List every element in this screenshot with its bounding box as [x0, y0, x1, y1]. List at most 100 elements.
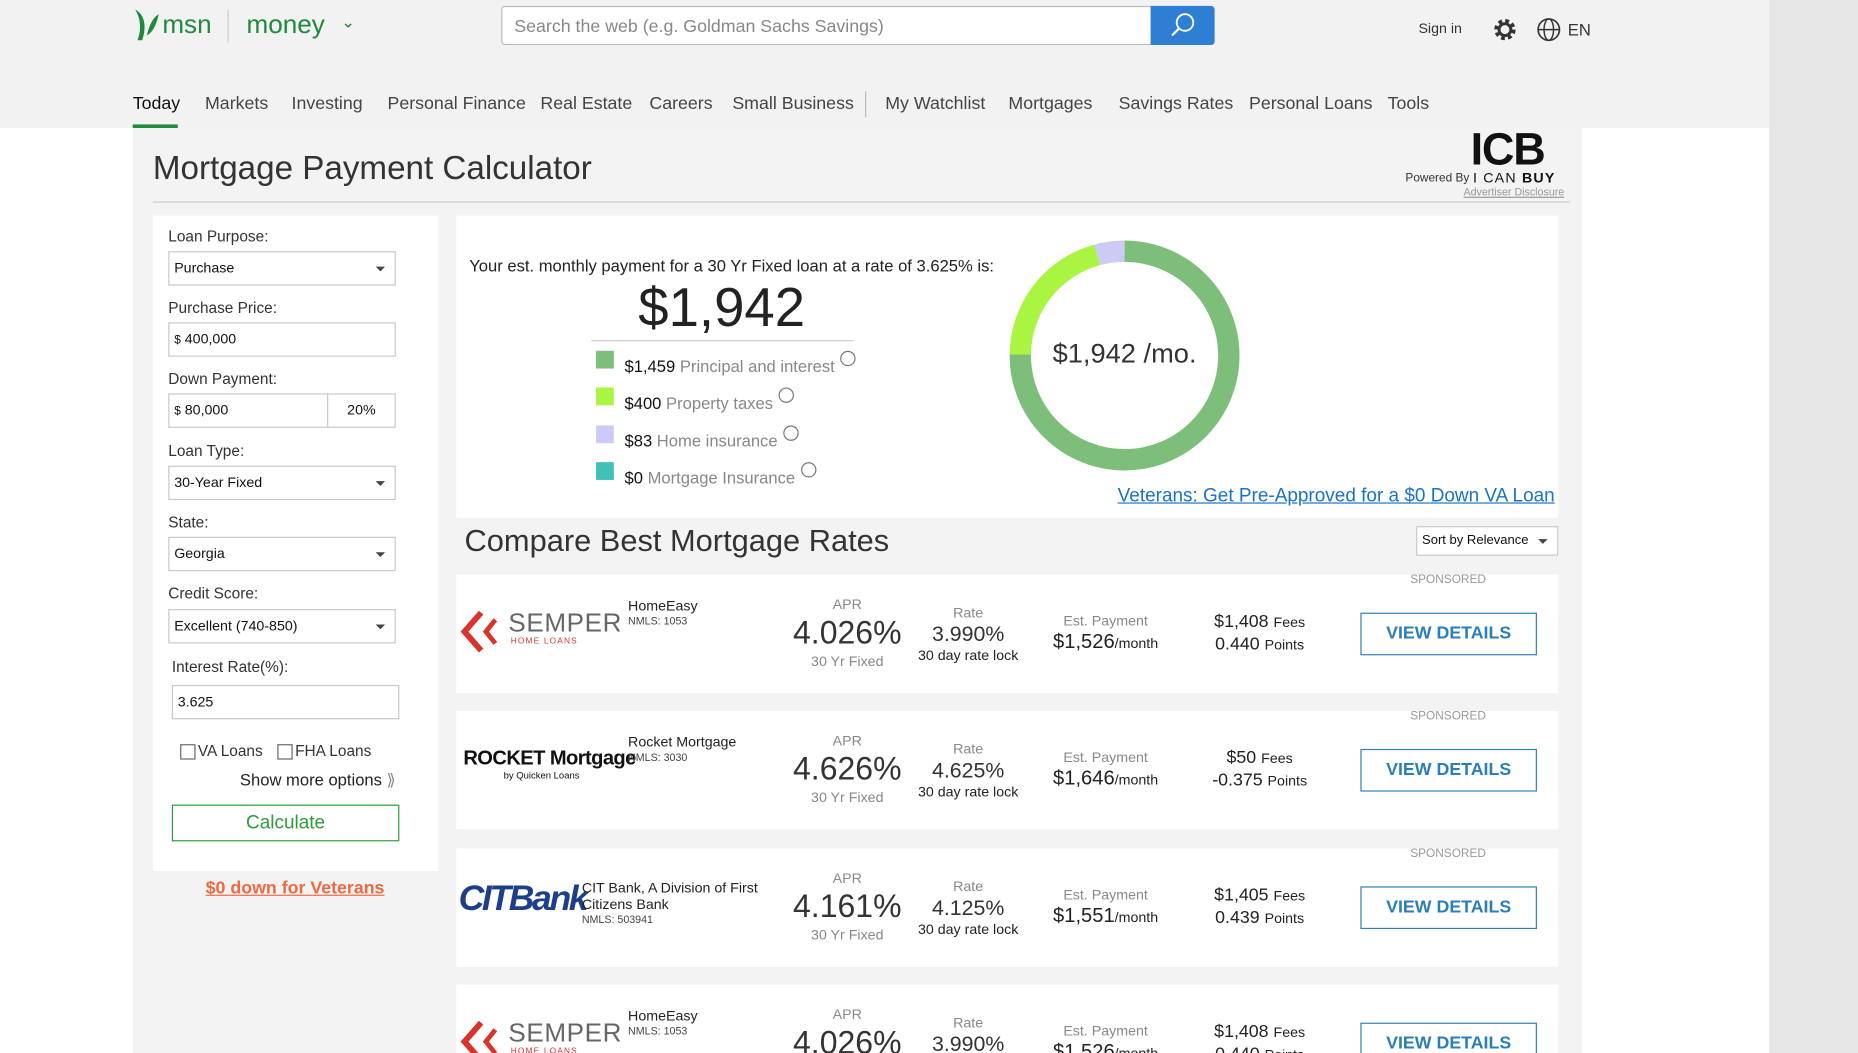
- search-box[interactable]: Search the web (e.g. Goldman Sachs Savin…: [501, 5, 1152, 46]
- lender: HomeEasy NMLS: 1053: [628, 597, 782, 627]
- rate: 3.990%: [931, 1032, 1005, 1053]
- advertiser-disclosure[interactable]: Advertiser Disclosure: [1463, 186, 1565, 198]
- lender-logo: CITBank: [458, 879, 589, 919]
- payment: $1,646/month: [1023, 767, 1189, 791]
- input[interactable]: 20%: [327, 393, 396, 428]
- veterans-link[interactable]: $0 down for Veterans: [205, 878, 385, 899]
- sign-in[interactable]: Sign in: [1418, 20, 1462, 37]
- fees-label: Fees: [1273, 613, 1306, 631]
- fees: $1,408 Fees: [1177, 1021, 1343, 1041]
- fees: $1,408 Fees: [1177, 611, 1343, 631]
- sort-select[interactable]: Sort by Relevance: [1416, 526, 1559, 556]
- nav-item[interactable]: Savings Rates: [1118, 93, 1234, 114]
- fees-value: $1,408: [1214, 1021, 1269, 1042]
- lender-logo: SEMPER: [508, 1017, 623, 1048]
- show-more[interactable]: Show more options ⟫: [159, 770, 396, 790]
- nav-item[interactable]: Careers: [649, 93, 713, 114]
- apr-label: APR: [832, 732, 862, 749]
- select[interactable]: Purchase: [168, 251, 396, 286]
- points-value: 0.439: [1215, 907, 1260, 928]
- section[interactable]: money: [246, 9, 325, 40]
- select[interactable]: Excellent (740-850): [168, 609, 396, 644]
- title-rule: [152, 201, 1571, 203]
- points: 0.440 Points: [1177, 1044, 1343, 1053]
- per-month: /month: [1114, 635, 1159, 652]
- nav-item[interactable]: Personal Loans: [1248, 93, 1373, 114]
- logo-mark: [460, 1020, 498, 1053]
- view-details[interactable]: VIEW DETAILS: [1360, 1022, 1537, 1053]
- va-link[interactable]: Veterans: Get Pre-Approved for a $0 Down…: [1117, 485, 1555, 506]
- calculate-button[interactable]: Calculate: [171, 804, 400, 842]
- nav-item[interactable]: My Watchlist: [885, 93, 986, 114]
- nav-item[interactable]: Today: [132, 93, 181, 114]
- info-icon[interactable]: [783, 424, 799, 441]
- rate: 4.625%: [931, 758, 1005, 783]
- show-more-text: Show more options: [239, 770, 382, 790]
- lender-name: HomeEasy: [628, 1007, 698, 1024]
- term: 30 Yr Fixed: [811, 652, 884, 670]
- search-button[interactable]: [1150, 5, 1215, 46]
- settings-icon[interactable]: [1492, 17, 1518, 43]
- select-value: Purchase: [174, 259, 235, 277]
- select[interactable]: 30-Year Fixed: [168, 465, 396, 501]
- fees: $1,405 Fees: [1177, 885, 1343, 905]
- monthly-payment: $1,942: [638, 276, 806, 338]
- lender-name: HomeEasy: [628, 597, 698, 614]
- input[interactable]: $ 400,000: [168, 322, 396, 357]
- view-details[interactable]: VIEW DETAILS: [1360, 612, 1537, 656]
- nmls: NMLS: 3030: [628, 751, 688, 764]
- select-value: Excellent (740-850): [174, 617, 298, 634]
- nav-item[interactable]: Real Estate: [540, 93, 633, 114]
- payment-label: Est. Payment: [1063, 1022, 1148, 1040]
- nav-item[interactable]: Small Business: [732, 93, 854, 114]
- section-caret[interactable]: ⌄: [341, 11, 356, 31]
- icb-name-thin: I CAN: [1472, 169, 1522, 187]
- sort-value: Sort by Relevance: [1421, 533, 1529, 548]
- apr-label: APR: [832, 596, 862, 613]
- legend-item: $400 Property taxes: [624, 387, 795, 414]
- payment: $1,526/month: [1023, 630, 1189, 654]
- fees-value: $1,408: [1214, 611, 1269, 632]
- search-placeholder: Search the web (e.g. Goldman Sachs Savin…: [514, 16, 884, 37]
- points: 0.439 Points: [1177, 908, 1343, 928]
- info-icon[interactable]: [778, 387, 795, 404]
- nav-item[interactable]: Personal Finance: [387, 93, 526, 114]
- msn-logo: [135, 9, 159, 41]
- globe-icon[interactable]: [1536, 17, 1562, 43]
- input[interactable]: $ 80,000: [168, 393, 329, 428]
- checkbox[interactable]: [180, 744, 196, 760]
- item-label: Principal and interest: [679, 356, 835, 376]
- language[interactable]: EN: [1567, 20, 1591, 40]
- fees-label: Fees: [1261, 750, 1293, 767]
- select-value: Georgia: [174, 545, 225, 562]
- amount: $400: [624, 393, 662, 413]
- checkbox-label[interactable]: FHA Loans: [295, 741, 372, 760]
- sponsored: SPONSORED: [1410, 847, 1486, 861]
- view-details[interactable]: VIEW DETAILS: [1360, 748, 1537, 792]
- select[interactable]: Georgia: [168, 536, 396, 572]
- nav-item[interactable]: Investing: [291, 93, 363, 114]
- input-value: 400,000: [184, 330, 237, 348]
- points-label: Points: [1264, 636, 1305, 653]
- view-details[interactable]: VIEW DETAILS: [1360, 886, 1537, 930]
- info-icon[interactable]: [840, 350, 857, 367]
- rate-card: SEMPER HOME LOANS HomeEasy NMLS: 1053 APR 4.0…: [456, 984, 1559, 1053]
- nav-item[interactable]: Mortgages: [1008, 93, 1093, 114]
- label: Credit Score:: [168, 584, 259, 602]
- item-label: Property taxes: [666, 393, 773, 413]
- intro: Your est. monthly payment for a 30 Yr Fi…: [469, 255, 994, 275]
- nav-item[interactable]: Tools: [1387, 93, 1430, 114]
- points-value: 0.440: [1215, 633, 1260, 655]
- amount: $83: [624, 430, 653, 450]
- lender-logo-sub: by Quicken Loans: [503, 770, 580, 781]
- payment-value: $1,526: [1053, 1040, 1115, 1053]
- checkbox[interactable]: [277, 744, 293, 760]
- info-icon[interactable]: [801, 462, 817, 478]
- input[interactable]: 3.625: [171, 684, 400, 720]
- nav-item[interactable]: Markets: [205, 93, 269, 114]
- nmls: NMLS: 1053: [628, 615, 688, 627]
- lender: HomeEasy NMLS: 1053: [628, 1007, 782, 1037]
- checkbox-label[interactable]: VA Loans: [197, 741, 263, 760]
- apr-label: APR: [832, 1006, 862, 1023]
